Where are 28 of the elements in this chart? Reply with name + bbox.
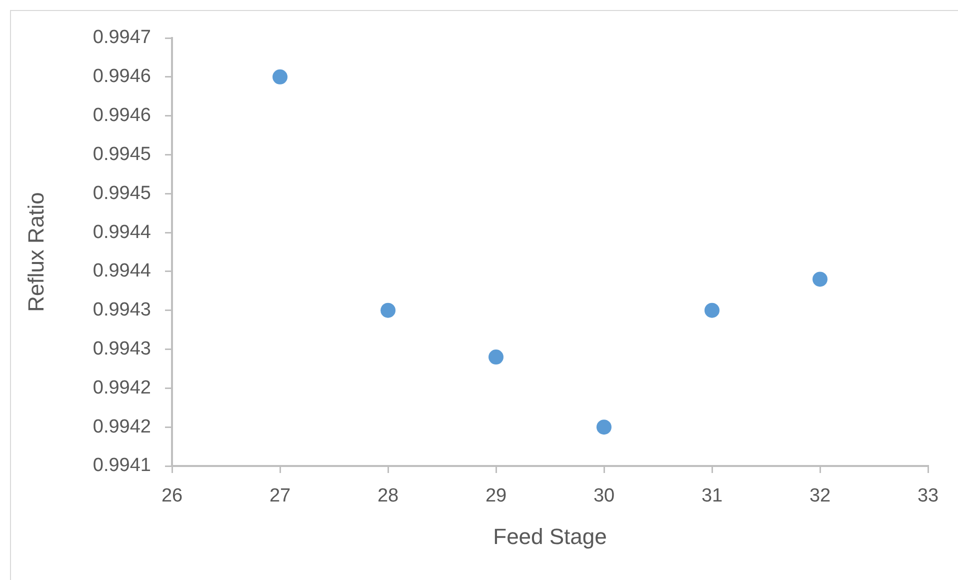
y-tick-label: 0.9942 xyxy=(92,377,151,398)
x-tick-label: 31 xyxy=(701,486,723,507)
y-tick-label: 0.9946 xyxy=(92,105,151,126)
x-tick-label: 29 xyxy=(485,486,507,507)
point xyxy=(272,69,288,84)
x-tick-label: 27 xyxy=(269,486,291,507)
y-tick-label: 0.9945 xyxy=(92,144,151,165)
point xyxy=(812,272,828,287)
x-tick-label: 28 xyxy=(377,486,399,507)
y-axis-title: Reflux Ratio xyxy=(23,192,48,312)
point xyxy=(704,302,720,318)
x-tick-label: 32 xyxy=(809,486,831,507)
x-tick-label: 30 xyxy=(593,486,615,507)
x-tick-label: 26 xyxy=(161,486,183,507)
point xyxy=(380,302,396,318)
point xyxy=(488,350,504,365)
y-tick-label: 0.9945 xyxy=(92,182,151,204)
y-tick-label: 0.9944 xyxy=(92,222,152,243)
y-tick-label: 0.9943 xyxy=(92,338,151,360)
y-tick-label: 0.9946 xyxy=(92,66,151,88)
point xyxy=(596,420,612,435)
y-tick-label: 0.9947 xyxy=(92,27,151,48)
y-tick-label: 0.9941 xyxy=(92,455,151,476)
y-tick-label: 0.9943 xyxy=(92,300,151,321)
x-axis-title: Feed Stage xyxy=(493,524,607,549)
y-tick-label: 0.9944 xyxy=(92,260,152,282)
y-tick-label: 0.9942 xyxy=(92,416,151,438)
x-tick-label: 33 xyxy=(917,486,939,507)
